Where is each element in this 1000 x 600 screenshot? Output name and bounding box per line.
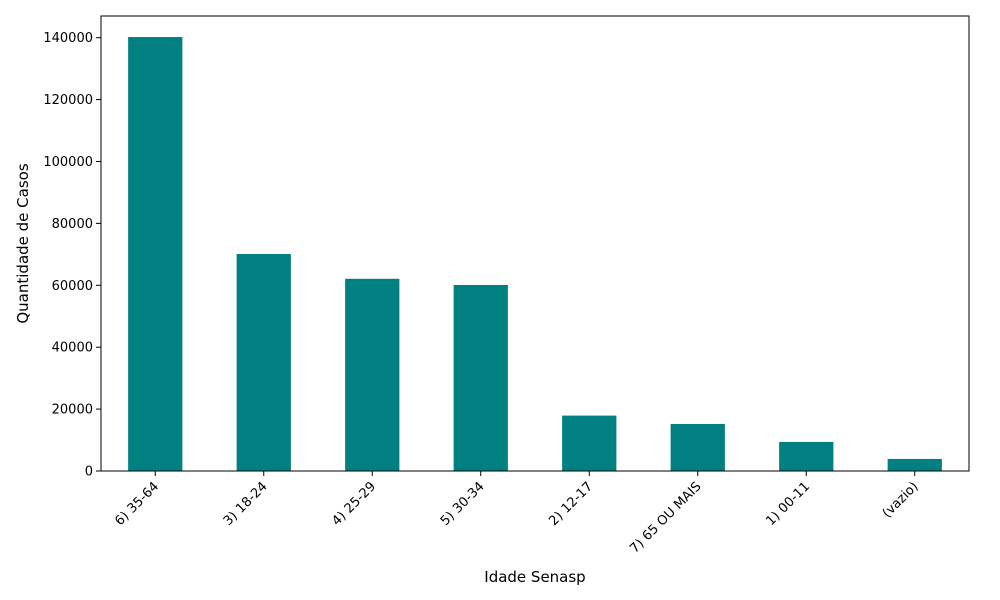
y-tick-label: 60000 [52,279,93,294]
x-tick-label: 7) 65 OU MAIS [627,479,704,556]
bar [887,458,942,471]
x-axis-title: Idade Senasp [484,568,585,586]
y-tick-label: 40000 [52,341,93,356]
x-tick-label: 6) 35-64 [112,479,162,529]
y-tick-label: 0 [85,465,93,480]
y-tick-label: 20000 [52,403,93,418]
y-tick-label: 80000 [52,217,93,232]
y-axis: 0 20000 40000 60000 80000 100000 120000 140000 [43,31,101,480]
bar [236,254,291,471]
y-tick-label: 100000 [43,155,93,170]
y-tick-label: 120000 [43,93,93,108]
y-tick-label: 140000 [43,31,93,46]
x-axis: 6) 35-64 3) 18-24 4) 25-29 5) 30-34 2) 12-17… [112,471,922,556]
x-tick-label: 3) 18-24 [221,479,271,529]
bar [345,278,400,471]
bars [128,37,942,472]
x-tick-label: 4) 25-29 [329,479,379,529]
bar [562,415,617,471]
x-tick-label: 2) 12-17 [546,479,596,529]
plot-area-frame [100,15,970,472]
y-axis-title: Quantidade de Casos [14,163,32,323]
bar [670,423,725,471]
x-tick-label: (vazio) [880,479,922,521]
x-tick-label: 1) 00-11 [763,479,813,529]
bar [779,441,834,471]
bar [453,284,508,471]
x-tick-label: 5) 30-34 [438,479,488,529]
bar [128,37,183,472]
